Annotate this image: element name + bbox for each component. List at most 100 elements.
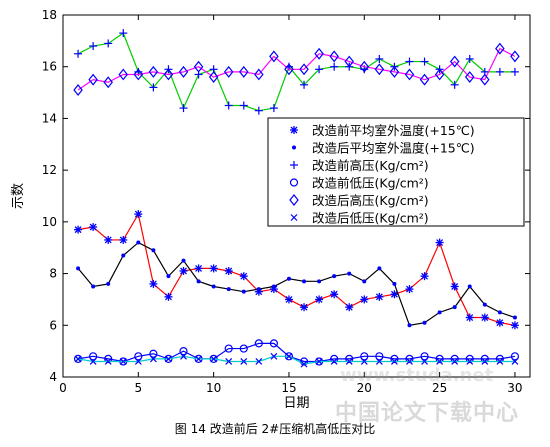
data-point — [374, 63, 385, 76]
x-axis-label: 日期 — [283, 396, 309, 411]
data-point — [332, 274, 337, 279]
data-point — [497, 310, 502, 315]
x-tick-label: 25 — [432, 381, 447, 395]
legend-label: 改造前平均室外温度(+15℃) — [312, 123, 475, 138]
legend-marker — [289, 178, 299, 187]
data-point — [134, 352, 143, 361]
watermark-url: www.studa.net — [340, 365, 494, 386]
data-point — [495, 42, 505, 55]
data-point — [467, 284, 472, 289]
data-point-d2 — [104, 236, 112, 244]
data-point — [269, 339, 279, 348]
y-tick-label: 14 — [42, 111, 57, 125]
data-point-d2 — [240, 272, 248, 280]
data-point-2 — [496, 358, 504, 365]
x-tick-label: 30 — [507, 381, 522, 395]
data-point — [163, 68, 174, 81]
data-point-2 — [210, 355, 218, 363]
data-point-d2 — [134, 210, 142, 218]
legend-label: 改造后高压(Kg/cm²) — [312, 193, 429, 208]
data-point-d2 — [164, 293, 172, 301]
data-point — [359, 60, 370, 73]
data-point-d2 — [149, 280, 157, 288]
data-point — [241, 289, 246, 294]
data-point — [464, 71, 475, 84]
data-point-2 — [149, 355, 157, 363]
data-point — [166, 274, 171, 279]
data-point-2 — [255, 358, 263, 365]
data-point-d2 — [210, 264, 218, 272]
data-point-2 — [195, 355, 203, 363]
data-point — [345, 354, 354, 363]
data-point-2 — [225, 358, 233, 365]
data-point — [330, 354, 339, 363]
x-tick-label: 5 — [135, 381, 143, 395]
legend-marker-d2 — [290, 126, 298, 134]
data-point-d2 — [496, 319, 504, 327]
watermark: 中国论文下载中心 — [335, 401, 520, 426]
data-point — [405, 354, 414, 363]
data-point — [329, 50, 339, 63]
data-point — [196, 279, 201, 284]
data-point-2 — [300, 360, 308, 368]
data-point-d2 — [421, 272, 429, 280]
data-point — [347, 271, 352, 276]
data-point-2 — [511, 358, 519, 365]
data-point — [452, 305, 457, 310]
series-5 — [73, 42, 520, 96]
data-point — [91, 284, 96, 289]
y-tick-label: 16 — [42, 60, 57, 74]
legend-item: 改造后低压(Kg/cm²) — [290, 211, 429, 226]
data-point-d2 — [285, 295, 293, 303]
data-point — [223, 65, 234, 78]
data-point — [178, 65, 189, 78]
data-point — [392, 281, 397, 286]
data-point — [104, 354, 113, 363]
data-point-2 — [285, 352, 293, 360]
data-point — [510, 50, 520, 63]
data-point — [151, 248, 156, 253]
data-point-d2 — [119, 236, 127, 244]
data-point — [193, 60, 204, 73]
series-6 — [74, 352, 519, 368]
data-point — [344, 55, 354, 68]
data-point — [495, 354, 504, 363]
data-point — [121, 253, 126, 258]
data-point-d2 — [511, 321, 519, 329]
figure-caption: 图 14 改造前后 2#压缩机高低压对比 — [174, 422, 376, 436]
data-point — [360, 352, 369, 361]
data-point-d2 — [315, 295, 323, 303]
legend-item: 改造前低压(Kg/cm²) — [289, 176, 429, 191]
data-point-d2 — [255, 288, 263, 296]
series-line — [77, 212, 516, 326]
data-point-2 — [406, 358, 413, 365]
data-point — [284, 63, 294, 76]
data-point-d2 — [300, 303, 308, 311]
data-point-d2 — [330, 290, 338, 298]
data-point — [317, 279, 322, 284]
data-point — [420, 352, 429, 361]
data-point — [226, 287, 231, 292]
legend-item: 改造后平均室外温度(+15℃) — [292, 141, 475, 156]
data-point-d2 — [195, 264, 203, 272]
data-point-d2 — [345, 303, 353, 311]
data-point — [314, 47, 324, 60]
data-point — [286, 276, 291, 281]
data-point — [389, 65, 400, 78]
data-point-2 — [330, 358, 338, 365]
data-point-2 — [360, 358, 368, 365]
data-point — [254, 339, 263, 348]
x-tick-label: 10 — [206, 381, 221, 395]
data-point-2 — [436, 358, 444, 365]
data-point — [404, 68, 415, 81]
data-point — [254, 68, 264, 81]
x-tick-label: 15 — [281, 381, 296, 395]
data-point-d2 — [375, 293, 383, 301]
series-1 — [74, 210, 519, 330]
legend-item: 改造前高压(Kg/cm²) — [290, 158, 429, 173]
data-point-2 — [421, 358, 428, 365]
series-line — [77, 241, 516, 326]
data-point-d2 — [360, 295, 368, 303]
